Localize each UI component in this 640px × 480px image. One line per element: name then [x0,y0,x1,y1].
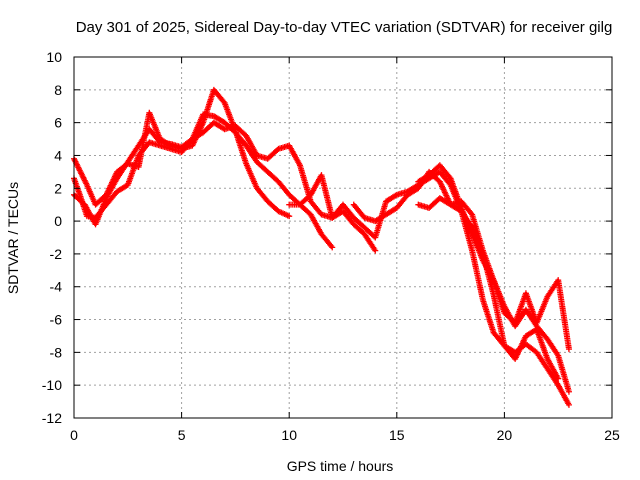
data-point [286,213,293,220]
data-point [565,401,572,408]
data-point [565,346,572,353]
data-points [71,86,572,408]
x-tick-label: 10 [281,427,297,443]
data-point [328,243,335,250]
y-tick-label: -6 [50,312,63,328]
x-axis-label: GPS time / hours [287,458,394,474]
y-tick-label: 4 [54,147,62,163]
data-point [565,388,572,395]
axes: 0 5 10 15 20 25 -12 -10 -8 -6 -4 -2 0 2 4 6 8 10 [42,49,620,443]
x-tick-label: 25 [604,427,620,443]
y-tick-label: -4 [50,279,63,295]
series-7 [415,195,562,382]
series-3 [71,119,379,254]
y-tick-label: 10 [46,49,62,65]
y-tick-label: 0 [54,213,62,229]
y-tick-label: 6 [54,115,62,131]
x-tick-label: 20 [497,427,513,443]
y-tick-label: -8 [50,344,63,360]
data-point [555,375,562,382]
y-axis-label: SDTVAR / TECUs [5,182,21,294]
x-tick-label: 5 [178,427,186,443]
y-tick-label: -10 [42,377,62,393]
x-tick-label: 0 [70,427,78,443]
y-tick-label: 8 [54,82,62,98]
data-point [329,244,336,251]
data-point [372,247,379,254]
series-4 [286,168,572,408]
series-6 [415,162,572,353]
plot-frame [73,56,613,419]
x-tick-label: 15 [389,427,405,443]
y-tick-label: 2 [54,180,62,196]
chart-title: Day 301 of 2025, Sidereal Day-to-day VTE… [76,19,613,36]
data-point [392,192,399,199]
y-tick-label: -12 [42,410,62,426]
data-point [468,210,475,217]
grid [74,57,612,418]
y-tick-label: -2 [50,246,63,262]
